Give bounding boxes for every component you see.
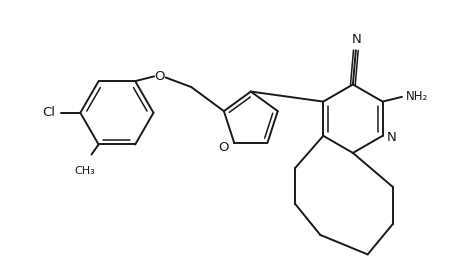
Text: CH₃: CH₃ [74,166,95,176]
Text: O: O [218,141,228,154]
Text: C: C [350,85,357,93]
Text: O: O [154,70,164,83]
Text: N: N [387,131,397,144]
Text: NH₂: NH₂ [406,90,428,103]
Text: N: N [352,33,361,46]
Text: Cl: Cl [43,106,55,119]
